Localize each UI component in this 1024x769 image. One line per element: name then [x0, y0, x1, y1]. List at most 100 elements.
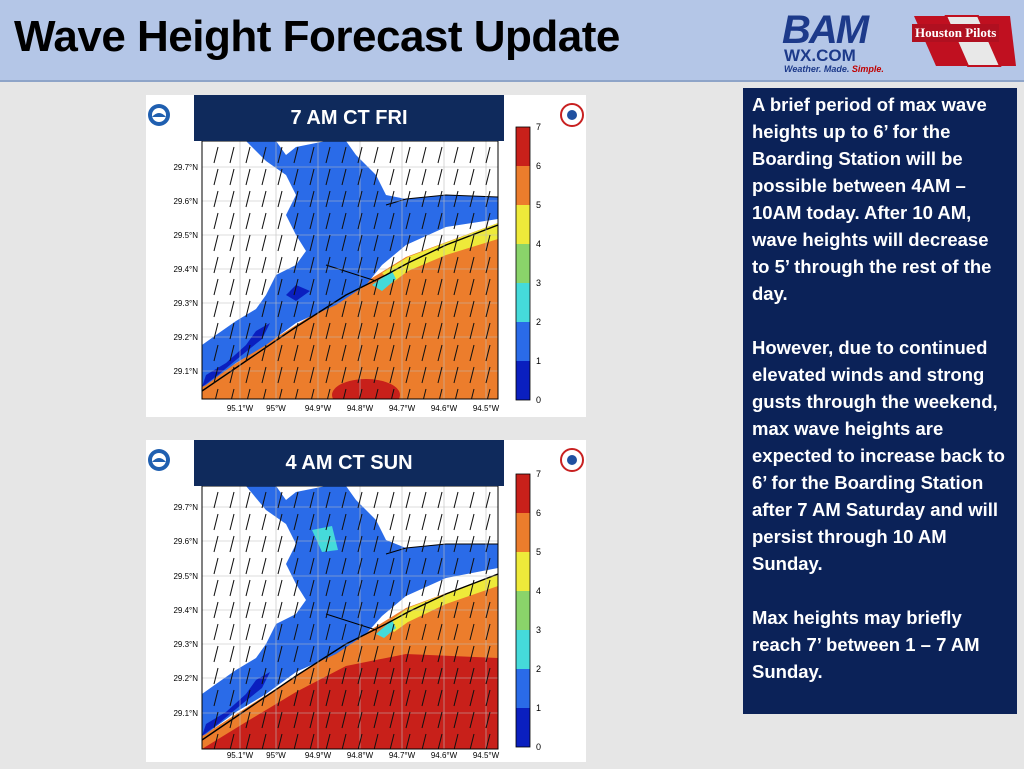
wind-vector — [406, 388, 411, 399]
wind-vector — [437, 579, 443, 597]
wind-vector — [229, 645, 235, 663]
summary-paragraph: Max heights may briefly reach 7’ between… — [752, 607, 980, 682]
wind-vector — [357, 234, 363, 252]
lat-label: 29.3°N — [173, 299, 198, 308]
wind-vector — [453, 278, 459, 296]
wind-vector — [309, 513, 315, 531]
wind-vector — [341, 491, 347, 509]
wind-vector — [245, 344, 251, 362]
wind-vector — [261, 256, 267, 274]
wind-vector — [245, 146, 251, 164]
wind-vector — [373, 146, 379, 164]
wind-vector — [213, 645, 219, 663]
wind-vector — [389, 689, 395, 707]
wind-vector — [373, 733, 379, 749]
wind-vector — [245, 733, 251, 749]
wind-vector — [341, 234, 347, 252]
wind-vector — [261, 601, 267, 619]
wind-vector — [341, 623, 347, 641]
wind-vector — [373, 513, 379, 531]
lat-label: 29.1°N — [173, 709, 198, 718]
wind-vector — [293, 535, 299, 553]
lon-label: 94.5°W — [473, 751, 500, 760]
wind-vector — [309, 256, 315, 274]
wind-vector — [341, 557, 347, 575]
wind-vector — [357, 256, 363, 274]
page-title: Wave Height Forecast Update — [14, 12, 620, 61]
wind-vector — [469, 645, 475, 663]
wind-vector — [325, 190, 331, 208]
forecast-summary-box: A brief period of max wave heights up to… — [743, 88, 1017, 714]
wind-vector — [373, 645, 379, 663]
wind-vector — [277, 344, 283, 362]
wind-vector — [325, 601, 331, 619]
wind-vector — [293, 689, 299, 707]
wind-vector — [277, 212, 283, 230]
wind-vector — [325, 168, 331, 186]
wind-vector — [437, 300, 443, 318]
wind-vector — [277, 733, 283, 749]
wind-vector — [357, 579, 363, 597]
wind-vector — [357, 344, 363, 362]
wind-vector — [389, 667, 395, 685]
wind-vector — [213, 212, 219, 230]
lat-label: 29.6°N — [173, 197, 198, 206]
lat-label: 29.6°N — [173, 537, 198, 546]
wind-vector — [309, 623, 315, 641]
wind-vector — [373, 579, 379, 597]
wind-vector — [293, 579, 299, 597]
wind-vector — [469, 146, 475, 164]
wind-vector — [389, 601, 395, 619]
wind-vector — [229, 689, 235, 707]
wind-vector — [229, 146, 235, 164]
wind-vector — [341, 733, 347, 749]
wind-vector — [341, 579, 347, 597]
wind-vector — [421, 278, 427, 296]
wind-vector — [438, 388, 443, 399]
wind-vector — [245, 278, 251, 296]
lon-label: 94.7°W — [389, 404, 416, 413]
wave-map-2: 29.7°N 29.6°N 29.5°N 29.4°N 29.3°N 29.2°… — [146, 440, 586, 762]
wind-vector — [389, 256, 395, 274]
wind-vector — [469, 344, 475, 362]
wind-vector — [245, 491, 251, 509]
wind-vector — [293, 623, 299, 641]
wind-vector — [437, 212, 443, 230]
wind-vector — [325, 689, 331, 707]
wind-vector — [230, 388, 235, 399]
wind-vector — [341, 256, 347, 274]
lat-label: 29.7°N — [173, 503, 198, 512]
wind-vector — [309, 667, 315, 685]
wind-vector — [277, 535, 283, 553]
lon-label: 95°W — [266, 404, 286, 413]
wind-vector — [341, 190, 347, 208]
wind-vector — [485, 513, 491, 531]
wind-vector — [373, 190, 379, 208]
wind-vector — [389, 557, 395, 575]
wind-vector — [325, 579, 331, 597]
wind-vector — [213, 623, 219, 641]
wind-vector — [325, 535, 331, 553]
wind-vector — [485, 733, 491, 749]
colorbar-tick: 6 — [536, 161, 541, 171]
wind-vector — [293, 601, 299, 619]
wind-vector — [261, 146, 267, 164]
wind-vector — [213, 366, 219, 384]
wind-vector — [437, 513, 443, 531]
wind-vector — [261, 733, 267, 749]
wind-vector — [421, 645, 427, 663]
wind-vector — [453, 733, 459, 749]
wind-vector — [229, 491, 235, 509]
wind-vector — [341, 601, 347, 619]
wave-map-1: 29.7°N 29.6°N 29.5°N 29.4°N 29.3°N 29.2°… — [146, 95, 586, 417]
wind-vector — [357, 212, 363, 230]
wind-vector — [293, 513, 299, 531]
colorbar-tick: 1 — [536, 356, 541, 366]
wind-vector — [405, 491, 411, 509]
map-time-banner: 4 AM CT SUN — [194, 440, 504, 486]
wind-vector — [373, 491, 379, 509]
wind-vector — [405, 344, 411, 362]
wind-vector — [453, 322, 459, 340]
wind-vector — [277, 557, 283, 575]
wind-vector — [261, 557, 267, 575]
